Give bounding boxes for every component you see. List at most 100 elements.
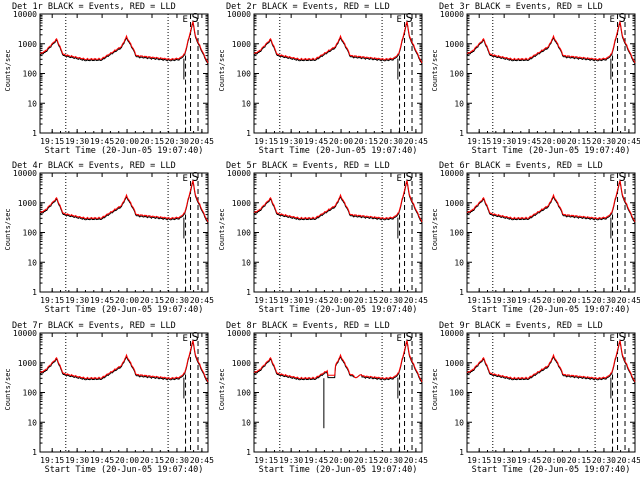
x-axis-label: Start Time (20-Jun-05 19:07:40) <box>259 465 418 475</box>
y-tick-label: 10000 <box>227 10 251 19</box>
x-axis-label: Start Time (20-Jun-05 19:07:40) <box>259 305 418 315</box>
series-line-lld <box>466 21 636 64</box>
x-tick-label: 19:30 <box>65 456 89 465</box>
chart-panel-6: Det 6r BLACK = Events, RED = LLD 1 10 100 10… <box>431 161 640 315</box>
series-line-lld <box>466 340 636 383</box>
x-tick-label: 20:00 <box>329 296 353 305</box>
x-tick-label: 19:45 <box>90 456 114 465</box>
series-line-events <box>466 22 636 65</box>
x-axis-label: Start Time (20-Jun-05 19:07:40) <box>259 146 418 156</box>
y-axis-label: Counts/sec <box>218 208 226 250</box>
plot-frame <box>466 332 636 453</box>
x-tick-label: 20:00 <box>542 137 566 146</box>
x-tick-label: 20:30 <box>592 456 616 465</box>
x-axis-label: Start Time (20-Jun-05 19:07:40) <box>472 465 631 475</box>
x-tick-label: 20:15 <box>567 137 591 146</box>
chart-title: Det 8r BLACK = Events, RED = LLD <box>226 321 390 331</box>
x-tick-label: 19:30 <box>279 137 303 146</box>
x-tick-label: 20:00 <box>329 456 353 465</box>
x-tick-label: 20:15 <box>567 296 591 305</box>
y-tick-label: 100 <box>237 389 252 398</box>
marker-label: E <box>610 15 615 25</box>
series-line-events <box>253 181 423 224</box>
y-tick-label: 1000 <box>18 40 37 49</box>
y-tick-label: 1000 <box>18 359 37 368</box>
x-tick-label: 20:45 <box>190 296 214 305</box>
x-tick-label: 19:15 <box>254 296 278 305</box>
x-tick-label: 20:30 <box>379 137 403 146</box>
y-tick-label: 100 <box>23 389 38 398</box>
y-tick-label: 100 <box>450 229 465 238</box>
y-tick-label: 10000 <box>440 329 464 338</box>
y-tick-label: 1 <box>32 129 37 138</box>
x-tick-label: 20:00 <box>115 296 139 305</box>
series-line-lld <box>39 180 209 223</box>
marker-label: S <box>406 330 413 344</box>
x-tick-label: 19:15 <box>467 296 491 305</box>
x-axis-label: Start Time (20-Jun-05 19:07:40) <box>472 305 631 315</box>
x-tick-label: 20:00 <box>542 296 566 305</box>
y-axis-label: Counts/sec <box>431 49 439 91</box>
chart-panel-9: Det 9r BLACK = Events, RED = LLD 1 10 100 10… <box>431 321 640 475</box>
y-tick-label: 1 <box>32 288 37 297</box>
y-tick-label: 1000 <box>232 359 251 368</box>
marker-label: E <box>397 174 402 184</box>
y-tick-label: 100 <box>450 70 465 79</box>
chart-panel-2: Det 2r BLACK = Events, RED = LLD 1 10 100 10… <box>218 2 428 156</box>
marker-label: S <box>619 330 626 344</box>
y-axis-label: Counts/sec <box>4 368 12 410</box>
y-axis-label: Counts/sec <box>218 368 226 410</box>
chart-title: Det 7r BLACK = Events, RED = LLD <box>12 321 176 331</box>
x-tick-label: 20:30 <box>592 137 616 146</box>
y-tick-label: 1000 <box>445 199 464 208</box>
series-line-events <box>466 181 636 224</box>
x-tick-label: 19:30 <box>279 456 303 465</box>
y-tick-label: 10 <box>241 258 251 267</box>
series-line-lld <box>253 340 423 383</box>
marker-label: S <box>192 11 199 25</box>
plot-frame <box>253 332 423 453</box>
y-tick-label: 10 <box>27 99 37 108</box>
y-tick-label: 10000 <box>440 10 464 19</box>
x-tick-label: 20:45 <box>404 296 428 305</box>
y-tick-label: 1 <box>246 288 251 297</box>
plot-frame <box>39 332 209 453</box>
x-tick-label: 19:30 <box>279 296 303 305</box>
x-tick-label: 20:15 <box>140 296 164 305</box>
x-tick-label: 20:15 <box>140 456 164 465</box>
y-tick-label: 10000 <box>227 329 251 338</box>
marker-label: E <box>183 174 188 184</box>
x-tick-label: 20:00 <box>329 137 353 146</box>
chart-panel-3: Det 3r BLACK = Events, RED = LLD 1 10 100 10… <box>431 2 640 156</box>
series-line-events <box>39 181 209 224</box>
chart-title: Det 9r BLACK = Events, RED = LLD <box>439 321 603 331</box>
x-axis-label: Start Time (20-Jun-05 19:07:40) <box>45 465 204 475</box>
plot-frame <box>253 13 423 134</box>
y-axis-label: Counts/sec <box>431 368 439 410</box>
marker-label: E <box>610 174 615 184</box>
x-tick-label: 20:45 <box>617 296 640 305</box>
series-line-events <box>39 22 209 65</box>
y-tick-label: 100 <box>237 229 252 238</box>
marker-label: S <box>192 170 199 184</box>
plot-frame <box>39 13 209 134</box>
x-tick-label: 20:15 <box>354 296 378 305</box>
marker-label: S <box>619 11 626 25</box>
y-tick-label: 10000 <box>440 169 464 178</box>
x-tick-label: 20:00 <box>115 137 139 146</box>
x-tick-label: 19:45 <box>90 296 114 305</box>
marker-label: E <box>183 334 188 344</box>
x-tick-label: 20:30 <box>165 456 189 465</box>
series-line-events <box>253 22 423 65</box>
x-tick-label: 20:30 <box>165 296 189 305</box>
x-axis-label: Start Time (20-Jun-05 19:07:40) <box>472 146 631 156</box>
y-axis-label: Counts/sec <box>4 49 12 91</box>
x-tick-label: 20:45 <box>617 137 640 146</box>
marker-label: E <box>397 334 402 344</box>
y-tick-label: 10 <box>27 418 37 427</box>
y-tick-label: 10 <box>454 418 464 427</box>
series-line-lld <box>253 21 423 64</box>
y-tick-label: 10000 <box>13 329 37 338</box>
x-tick-label: 19:30 <box>492 456 516 465</box>
marker-label: E <box>397 15 402 25</box>
